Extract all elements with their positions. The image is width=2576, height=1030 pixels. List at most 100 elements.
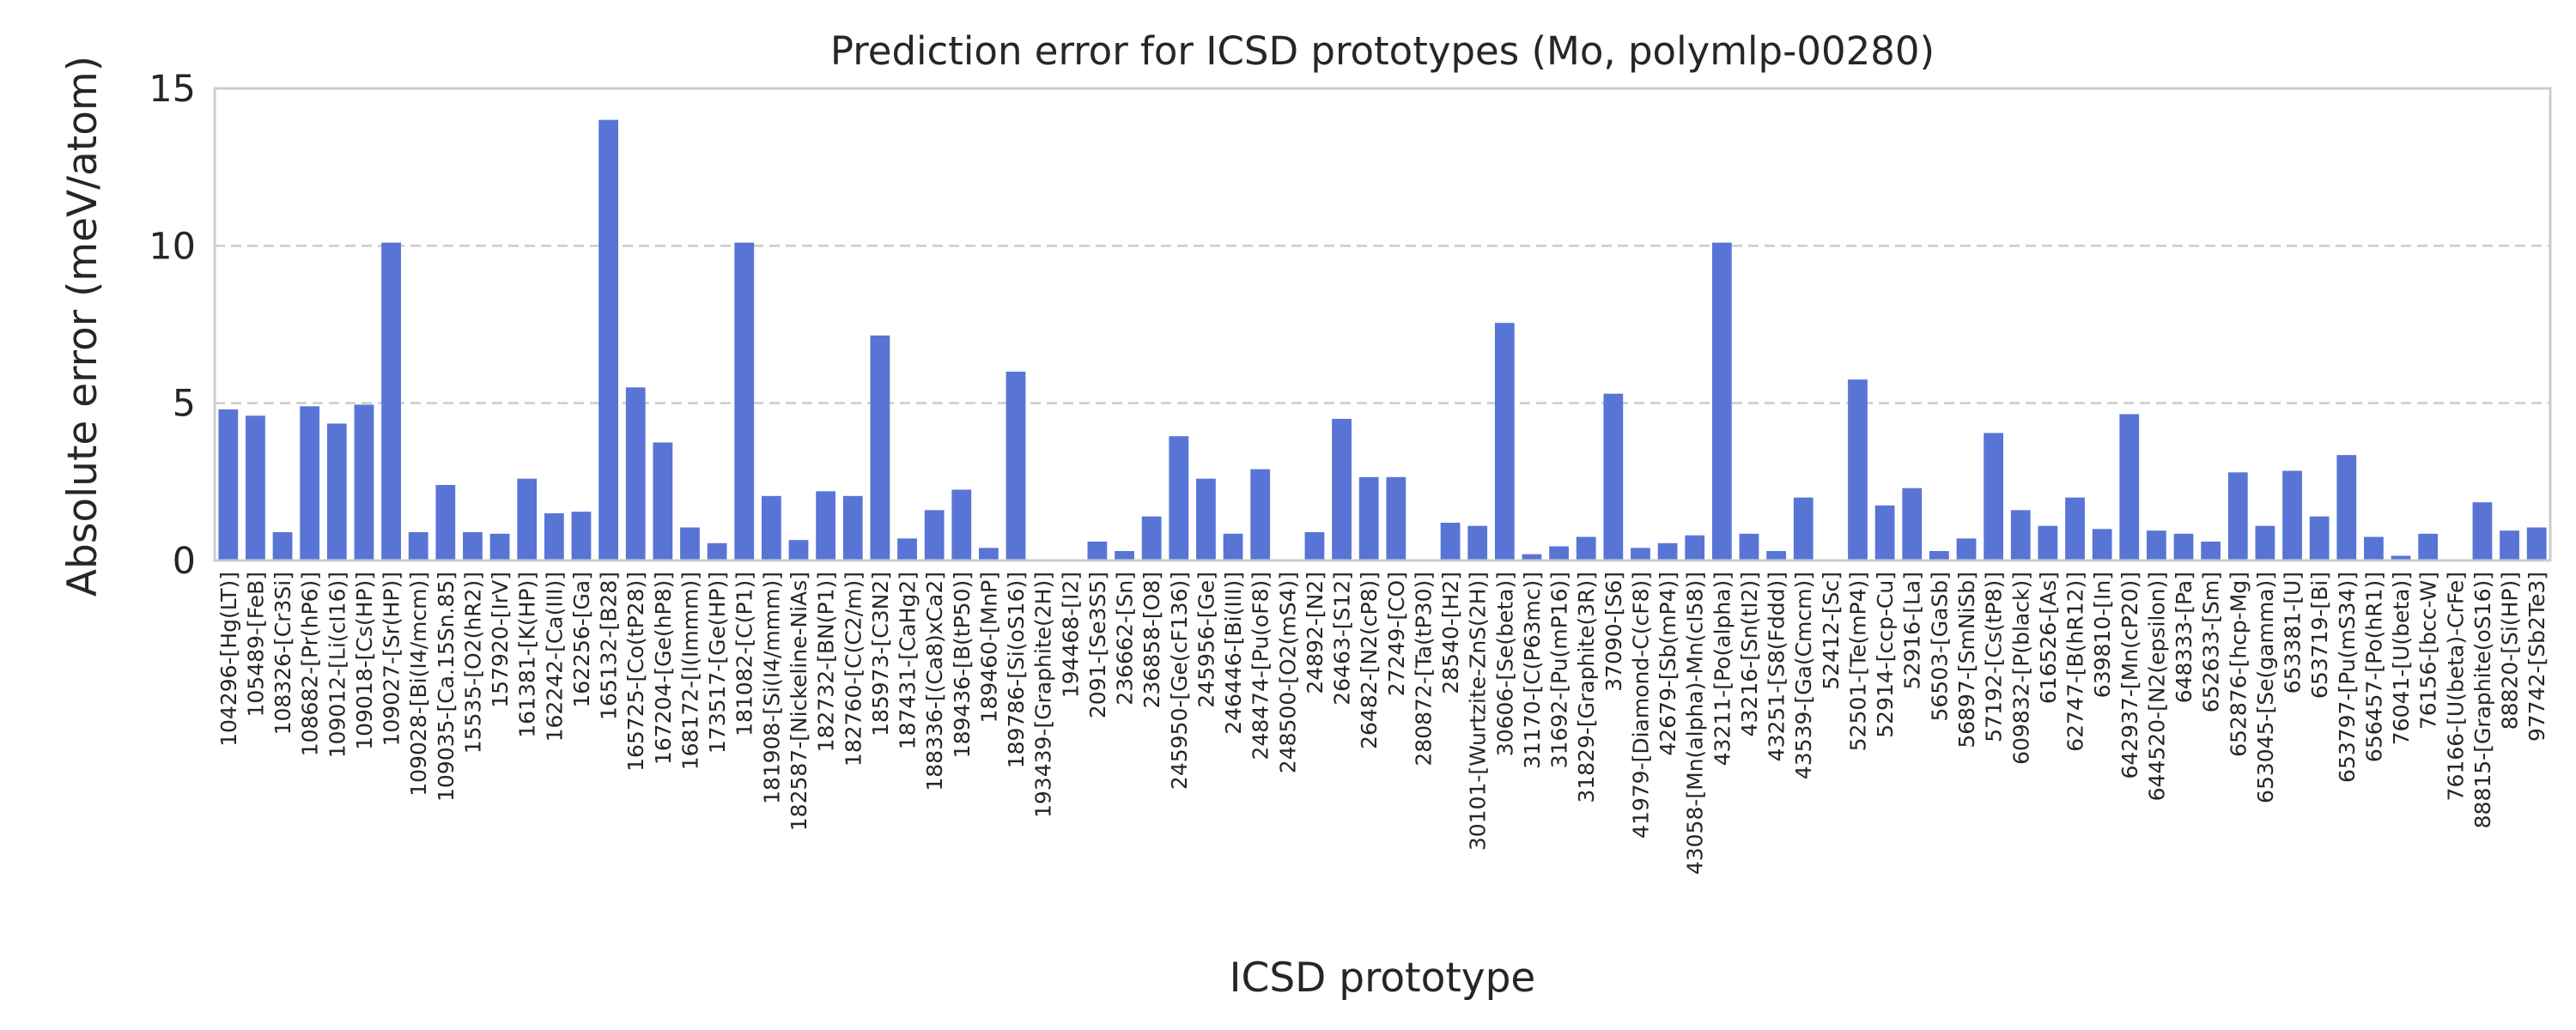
bar [1929, 551, 1949, 560]
bar [1005, 372, 1026, 560]
x-tick-label: 28540-[H2] [1438, 572, 1463, 694]
bar [544, 513, 564, 560]
x-tick-label: 189460-[MnP] [976, 572, 1001, 723]
x-tick-label: 108326-[Cr3Si] [270, 572, 295, 735]
x-tick-label: 653045-[Se(gamma)] [2253, 572, 2278, 803]
x-tick-label: 193439-[Graphite(2H)] [1031, 572, 1056, 818]
bar [1766, 551, 1786, 560]
x-tick-label: 653719-[Bi] [2307, 572, 2332, 699]
x-tick-label: 161381-[K(HP)] [515, 572, 540, 738]
x-tick-label: 182760-[C(C2/m)] [841, 572, 866, 766]
bar [1549, 546, 1569, 560]
x-tick-label: 52412-[Sc] [1819, 572, 1844, 690]
x-tick-label: 165132-[B28] [597, 572, 622, 720]
x-tick-label: 43058-[Mn(alpha)-Mn(cI58)] [1683, 572, 1708, 875]
bar [2418, 533, 2439, 560]
x-tick-label: 182732-[BN(P1)] [814, 572, 839, 752]
x-tick-label: 245956-[Ge] [1194, 572, 1218, 708]
x-tick-label: 173517-[Ge(HP)] [705, 572, 730, 754]
chart-title: Prediction error for ICSD prototypes (Mo… [830, 28, 1935, 74]
bar [761, 495, 781, 560]
x-tick-label: 280872-[Ta(tP30)] [1411, 572, 1436, 766]
x-tick-label: 97742-[Sb2Te3] [2524, 572, 2549, 742]
bar [1739, 533, 1759, 560]
x-tick-label: 76156-[bcc-W] [2416, 572, 2441, 730]
bar [1141, 516, 1162, 560]
x-tick-label: 248500-[O2(mS4)] [1275, 572, 1300, 773]
x-tick-label: 42679-[Sb(mP4)] [1656, 572, 1680, 756]
x-tick-label: 639810-[In] [2090, 572, 2115, 698]
x-tick-label: 648333-[Pa] [2172, 572, 2196, 703]
x-tick-label: 43251-[S8(Fddd)] [1765, 572, 1789, 761]
bar [463, 532, 483, 560]
x-tick-label: 108682-[Pr(hP6)] [298, 572, 323, 756]
x-tick-label: 165725-[Co(tP28)] [623, 572, 648, 772]
bar [707, 542, 727, 560]
x-tick-label: 27249-[CO] [1384, 572, 1409, 696]
x-tick-label: 181082-[C(P1)] [732, 572, 757, 736]
bar [2282, 470, 2302, 560]
bar [1223, 533, 1243, 560]
x-axis-ticks: 104296-[Hg(LT)] 105489-[FeB] 108326-[Cr3Si… [216, 572, 2549, 875]
x-tick-label: 162256-[Ga] [569, 572, 594, 708]
x-axis-label: ICSD prototype [1230, 954, 1536, 1002]
x-tick-label: 56503-[GaSb] [1927, 572, 1952, 722]
bar [300, 406, 320, 560]
bar [598, 119, 618, 560]
x-tick-label: 37090-[S6] [1601, 572, 1626, 692]
y-tick-label: 0 [173, 540, 196, 583]
x-tick-label: 157920-[IrV] [488, 572, 513, 708]
x-tick-label: 88820-[Si(HP)] [2498, 572, 2523, 730]
x-tick-label: 52501-[Te(mP4)] [1845, 572, 1870, 751]
bar [272, 532, 293, 560]
x-tick-label: 189786-[Si(oS16)] [1004, 572, 1029, 768]
bar [1848, 379, 1868, 560]
bar [924, 510, 945, 560]
bar [381, 242, 401, 560]
bar [1685, 535, 1705, 560]
bar [979, 548, 999, 560]
x-tick-label: 109035-[Ca.15Sn.85] [434, 572, 459, 802]
x-tick-label: 15535-[O2(hR2)] [460, 572, 485, 754]
x-tick-label: 52914-[ccp-Cu] [1873, 572, 1898, 738]
bar [517, 478, 538, 560]
bar [1358, 476, 1379, 560]
bar [2119, 414, 2140, 560]
x-tick-label: 609832-[P(black)] [2008, 572, 2033, 765]
grid-lines [215, 245, 2550, 404]
x-tick-label: 76166-[U(beta)-CrFe] [2443, 572, 2468, 801]
bar [489, 533, 510, 560]
x-tick-label: 189436-[B(tP50)] [950, 572, 975, 758]
x-tick-label: 24892-[N2] [1303, 572, 1327, 694]
x-tick-label: 168172-[I(Immm)] [677, 572, 702, 770]
x-tick-label: 652633-[Sm] [2199, 572, 2224, 712]
bar [1984, 433, 2004, 560]
x-tick-label: 56897-[SmNiSb] [1954, 572, 1979, 748]
x-tick-label: 43539-[Ga(Cmcm)] [1791, 572, 1816, 779]
bar [816, 491, 836, 560]
bar [2038, 525, 2058, 560]
y-tick-label: 10 [149, 225, 196, 268]
x-tick-label: 105489-[FeB] [243, 572, 268, 718]
bar [1711, 242, 1732, 560]
x-tick-label: 194468-[I2] [1058, 572, 1083, 698]
x-tick-label: 109018-[Cs(HP)] [352, 572, 377, 750]
x-tick-label: 109012-[Li(cI16)] [325, 572, 349, 758]
bar [435, 485, 456, 560]
bar [1115, 551, 1134, 560]
x-tick-label: 30101-[Wurtzite-ZnS(2H)] [1466, 572, 1491, 851]
bar [326, 423, 347, 560]
bar [571, 512, 592, 560]
x-tick-label: 652876-[hcp-Mg] [2226, 572, 2251, 757]
bar [1332, 419, 1352, 560]
bar [1956, 538, 1977, 560]
bar [788, 540, 809, 560]
x-tick-label: 31829-[Graphite(3R)] [1574, 572, 1599, 803]
x-tick-label: 236662-[Sn] [1113, 572, 1138, 706]
bar [1087, 542, 1108, 560]
x-tick-label: 246446-[Bi(III)] [1221, 572, 1246, 735]
x-tick-label: 76041-[U(beta)] [2389, 572, 2414, 745]
bar [2201, 542, 2221, 560]
